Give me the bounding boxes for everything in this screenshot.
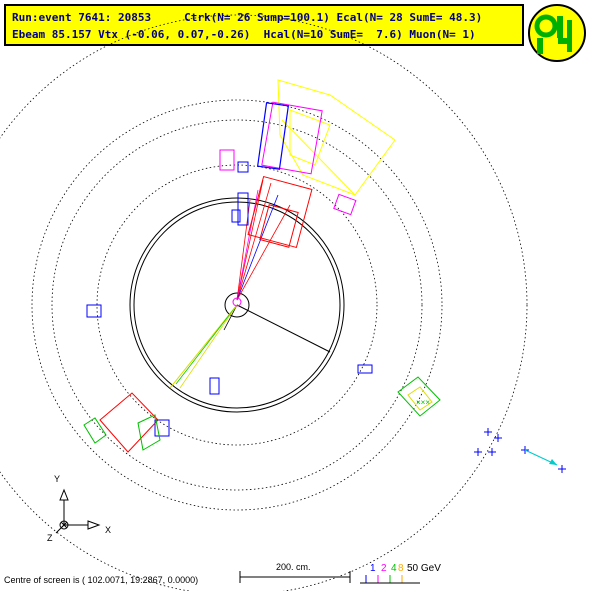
run-event-line: Run:event 7641: 20853 Ctrk(N= 26 Sump=10… <box>12 11 483 24</box>
legend-item-8: 8 <box>398 563 404 574</box>
legend-item-2: 2 <box>381 563 387 574</box>
axis-z-label: Z <box>47 533 53 543</box>
red-tracks <box>232 179 291 307</box>
energy-legend-bars <box>360 575 420 584</box>
svg-text:×××: ××× <box>416 398 430 407</box>
legend-item-4: 4 <box>391 563 397 574</box>
scale-label: 200. cm. <box>276 562 311 572</box>
legend-item-1: 1 <box>370 563 376 574</box>
event-info-panel: Run:event 7641: 20853 Ctrk(N= 26 Sump=10… <box>4 4 524 46</box>
axis-y-label: Y <box>54 474 61 484</box>
opal-logo <box>528 4 586 62</box>
legend-unit: 50 GeV <box>407 563 441 574</box>
scale-bar <box>239 571 351 583</box>
muon-hits <box>474 428 566 473</box>
axes-indicator <box>55 488 101 534</box>
screen-centre-footer: Centre of screen is ( 102.0071, 19.2867,… <box>4 575 199 585</box>
ebeam-vertex-line: Ebeam 85.157 Vtx (-0.06, 0.07,-0.26) Hca… <box>12 28 476 41</box>
axis-x-label: X <box>105 525 112 535</box>
